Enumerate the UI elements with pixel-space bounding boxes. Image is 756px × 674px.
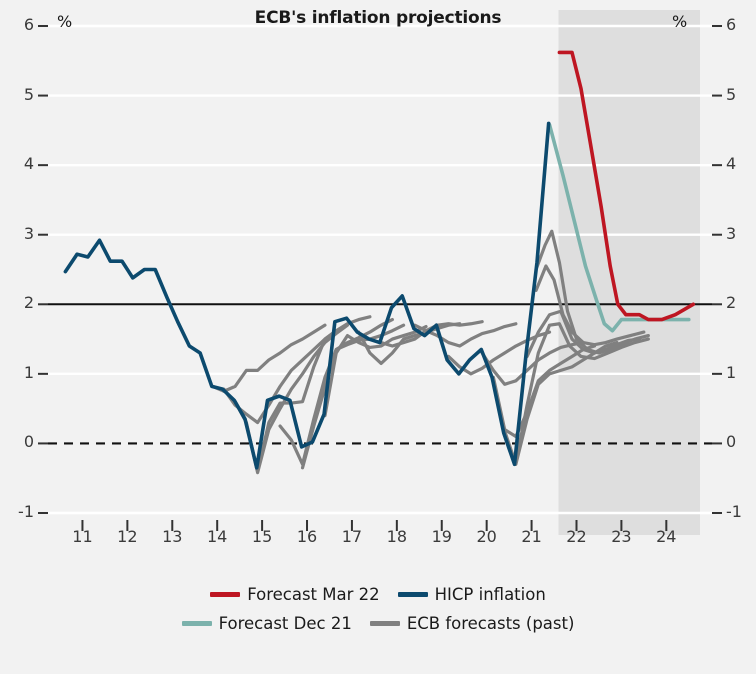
y-axis-label: 5: [23, 84, 34, 104]
series-line-ecb-forecasts-past: [413, 322, 518, 348]
y-axis-label-right: 5: [726, 84, 737, 104]
legend-color-swatch-icon: [181, 621, 212, 626]
chart-legend: Forecast Mar 22 HICP inflation Forecast D…: [0, 580, 756, 638]
legend-item[interactable]: Forecast Dec 21: [181, 614, 352, 633]
chart-title: ECB's inflation projections: [254, 8, 502, 28]
series-line-ecb-forecasts-past: [480, 340, 585, 386]
series-line-ecb-forecasts-past: [211, 323, 327, 393]
y-axis-label: 4: [23, 154, 34, 174]
x-axis-label: 19: [431, 527, 452, 546]
series-line-ecb-forecasts-past: [446, 330, 552, 376]
x-axis-label: 20: [476, 527, 497, 546]
x-axis-label: 22: [566, 527, 587, 546]
y-axis-label-right: 6: [726, 15, 737, 34]
legend-color-swatch-icon: [369, 621, 400, 626]
y-axis-label: 6: [23, 15, 34, 34]
y-axis-label-right: 2: [726, 293, 737, 313]
series-line-ecb-forecasts-past: [514, 322, 650, 465]
legend-label: Forecast Mar 22: [247, 585, 380, 604]
x-axis-label: 14: [207, 527, 228, 546]
y-axis-label: 3: [23, 223, 34, 243]
y-axis-label-right: 4: [726, 154, 737, 174]
y-axis-label: 2: [23, 293, 34, 313]
x-axis-label: 13: [162, 527, 183, 546]
x-axis-label: 17: [341, 527, 363, 546]
y-axis-label-right: 0: [726, 432, 737, 452]
series-line-ecb-forecasts-past: [323, 324, 428, 418]
x-axis-label: 24: [656, 527, 677, 546]
legend-row-2: Forecast Dec 21 ECB forecasts (past): [0, 609, 756, 638]
x-axis-label: 18: [386, 527, 407, 546]
series-line-hicp-inflation: [63, 121, 551, 470]
series-line-ecb-forecasts-past: [534, 264, 646, 347]
legend-item[interactable]: ECB forecasts (past): [369, 614, 575, 633]
x-axis-label: 16: [296, 527, 318, 546]
legend-label: Forecast Dec 21: [218, 614, 352, 633]
legend-color-swatch-icon: [397, 592, 428, 597]
legend-item[interactable]: HICP inflation: [397, 585, 546, 604]
legend-item[interactable]: Forecast Mar 22: [210, 585, 380, 604]
series-line-ecb-forecasts-past: [300, 323, 406, 470]
y-axis-label-right: 3: [726, 223, 737, 243]
y-axis-label-right: -1: [726, 502, 742, 521]
series-line-ecb-forecasts-past: [222, 329, 338, 425]
unit-label-right: %: [672, 12, 688, 31]
x-axis-label: 23: [611, 527, 632, 546]
y-axis-label-right: 1: [726, 362, 737, 382]
y-axis-label: 1: [23, 362, 34, 382]
series-line-ecb-forecasts-past: [357, 322, 462, 366]
legend-label: HICP inflation: [434, 585, 546, 604]
x-axis-label: 12: [117, 527, 138, 546]
x-axis-label: 15: [251, 527, 273, 546]
y-axis-label: -1: [18, 502, 34, 521]
series-line-forecast-mar-22: [557, 50, 696, 322]
legend-label: ECB forecasts (past): [406, 614, 575, 633]
x-axis-label: 11: [72, 527, 93, 546]
y-axis-label: 0: [23, 432, 34, 452]
legend-row-1: Forecast Mar 22 HICP inflation: [0, 580, 756, 609]
legend-color-swatch-icon: [210, 592, 241, 597]
series-line-ecb-forecasts-past: [534, 229, 650, 355]
unit-label-left: %: [57, 12, 73, 31]
x-axis-label: 21: [521, 527, 542, 546]
